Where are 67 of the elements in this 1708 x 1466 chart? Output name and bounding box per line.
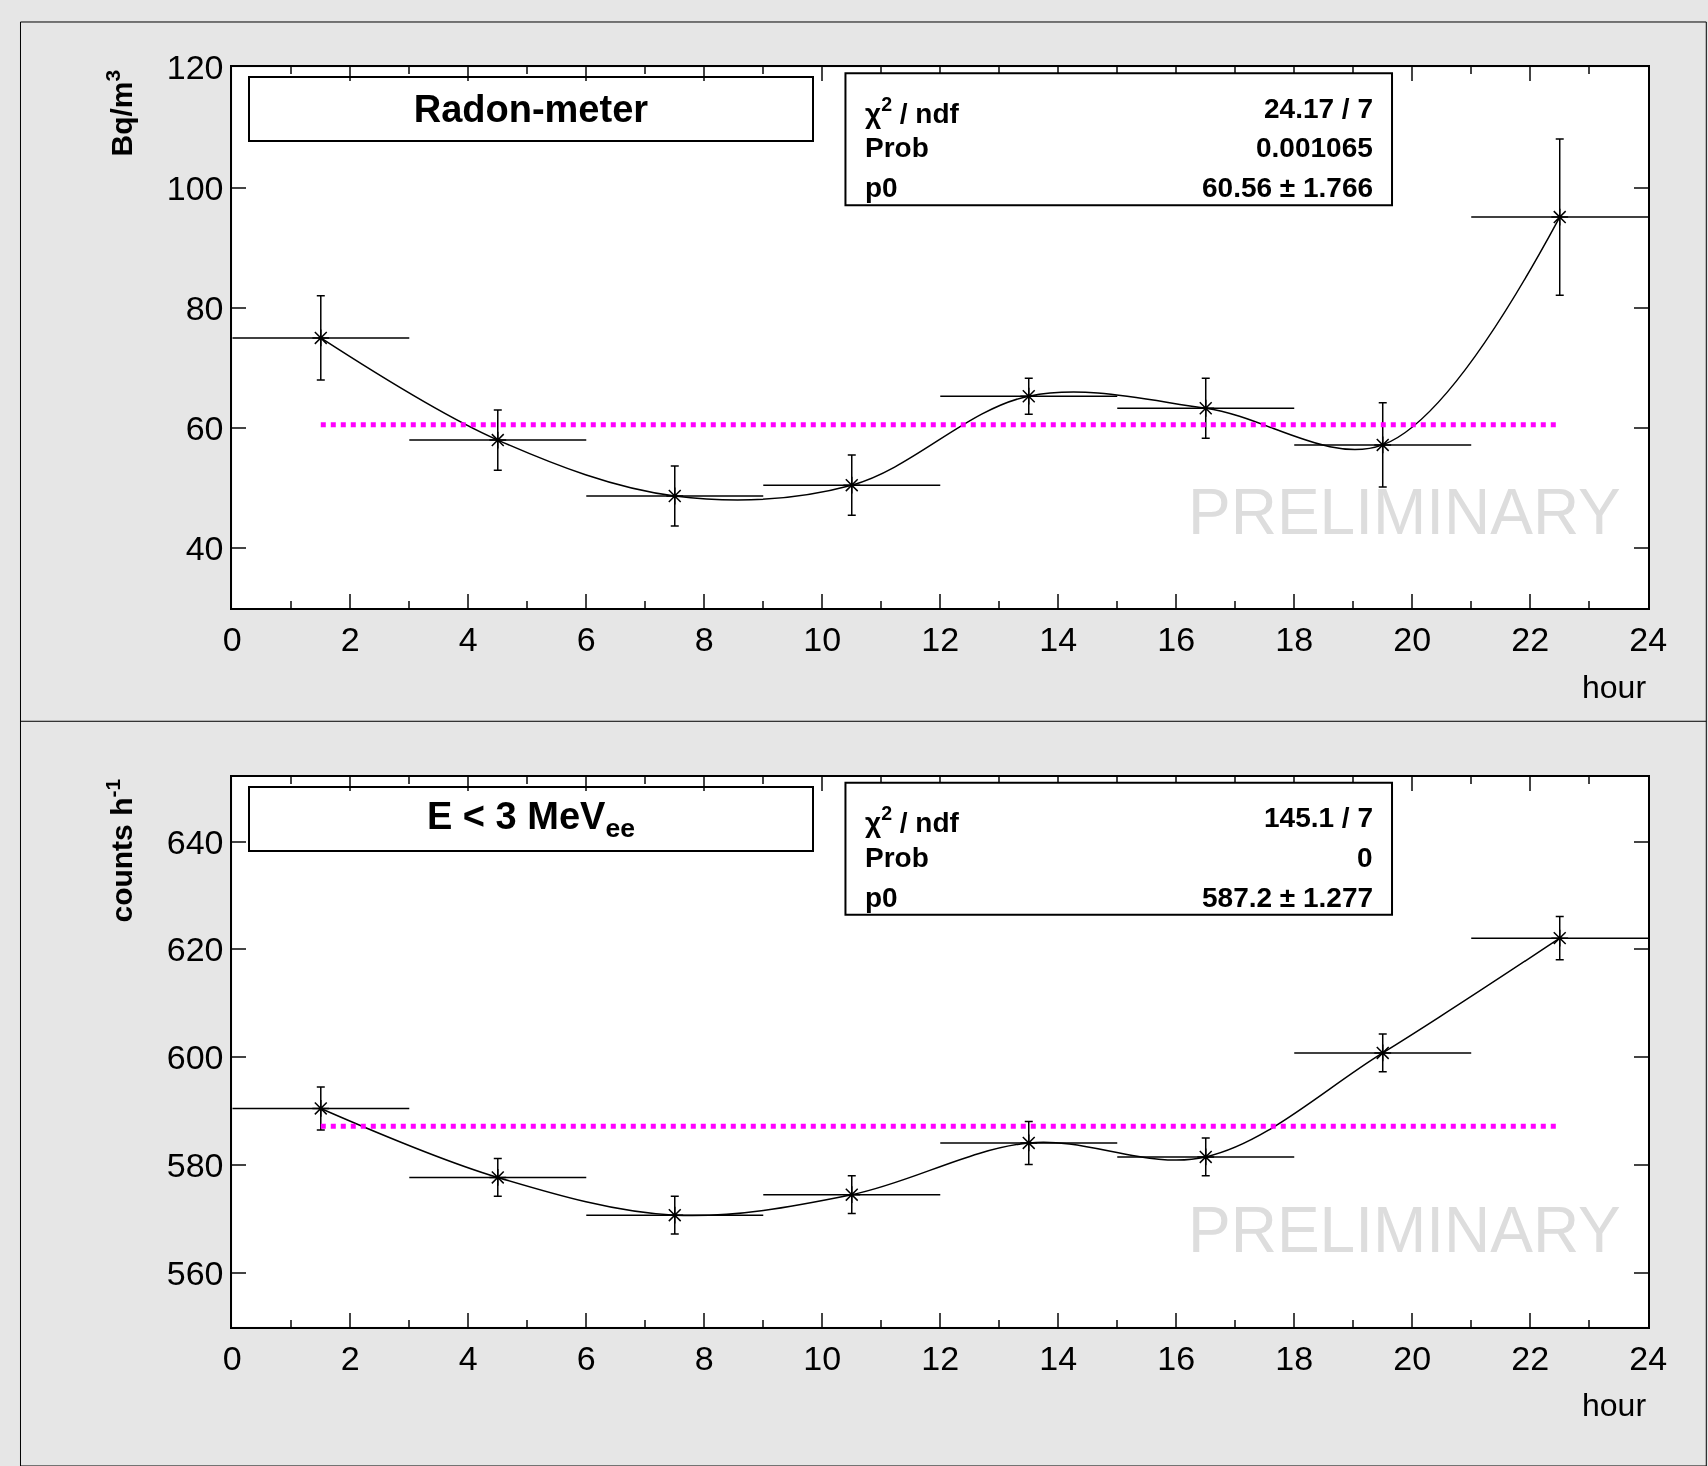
point: [665, 486, 684, 506]
y-tick-label: 640: [166, 822, 224, 861]
x-tick-label: 8: [694, 1338, 714, 1377]
x-axis-title: hour: [1582, 669, 1647, 705]
y-tick-label: 560: [166, 1253, 224, 1292]
annotation: 0: [1357, 842, 1373, 873]
annotation: Prob: [865, 842, 929, 873]
x-tick-label: 14: [1039, 1338, 1078, 1377]
annotation: 24.17 / 7: [1264, 93, 1373, 124]
annotation: 60.56 ± 1.766: [1202, 172, 1374, 203]
y-tick-label: 120: [166, 48, 224, 87]
point: [1019, 1133, 1038, 1153]
x-tick-label: 18: [1275, 620, 1314, 659]
annotation: χ$^{2}$ / ndf: [865, 802, 960, 838]
y-tick-label: 100: [166, 168, 224, 207]
annotation: 587.2 ± 1.277: [1202, 882, 1374, 913]
x-tick-label: 0: [222, 620, 242, 659]
x-tick-label: 4: [458, 1338, 478, 1377]
annotation: 145.1 / 7: [1264, 802, 1373, 833]
x-tick-label: 8: [694, 620, 714, 659]
x-tick-label: 0: [222, 1338, 242, 1377]
y-tick-label: 40: [185, 529, 224, 568]
x-tick-label: 12: [921, 1338, 960, 1377]
annotation: p0: [865, 172, 898, 203]
point: [1550, 928, 1569, 948]
point: [1373, 1043, 1392, 1063]
point: [1373, 435, 1392, 455]
text: E < 3 MeV$_{ee}$: [426, 795, 636, 843]
x-tick-label: 14: [1039, 620, 1078, 659]
x-tick-label: 6: [576, 1338, 596, 1377]
point: [1550, 207, 1569, 227]
point: [1196, 399, 1215, 418]
y-tick-label: 620: [166, 930, 224, 969]
y-tick-label: 80: [185, 288, 224, 327]
x-tick-label: 2: [340, 620, 360, 659]
y-tick-label: 580: [166, 1145, 224, 1184]
point: [488, 430, 507, 450]
point: [842, 476, 861, 495]
y-tick-label: 60: [185, 408, 224, 447]
x-tick-label: 10: [803, 620, 842, 659]
x-tick-label: 18: [1275, 1338, 1314, 1377]
x-tick-label: 22: [1511, 1338, 1550, 1377]
point: [1019, 387, 1038, 406]
x-tick-label: 12: [921, 620, 960, 659]
x-tick-label: 22: [1511, 620, 1550, 659]
annotation: χ$^{2}$ / ndf: [865, 93, 960, 129]
point: [842, 1185, 861, 1204]
x-tick-label: 4: [458, 620, 478, 659]
annotation: Prob: [865, 132, 929, 163]
x-tick-label: 2: [340, 1338, 360, 1377]
point: [1196, 1147, 1215, 1167]
y-tick-label: 600: [166, 1038, 224, 1077]
annotation: 0.001065: [1256, 132, 1373, 163]
annotation: p0: [865, 882, 898, 913]
point: [311, 328, 330, 348]
x-tick-label: 24: [1629, 1338, 1668, 1377]
x-tick-label: 24: [1629, 620, 1668, 659]
x-tick-label: 6: [576, 620, 596, 659]
x-tick-label: 16: [1157, 620, 1196, 659]
point: [311, 1099, 330, 1118]
text: Radon-meter: [413, 88, 649, 130]
x-tick-label: 10: [803, 1338, 842, 1377]
x-tick-label: 20: [1393, 1338, 1432, 1377]
x-tick-label: 20: [1393, 620, 1432, 659]
x-tick-label: 16: [1157, 1338, 1196, 1377]
x-axis-title: hour: [1582, 1387, 1647, 1423]
point: [488, 1168, 507, 1187]
